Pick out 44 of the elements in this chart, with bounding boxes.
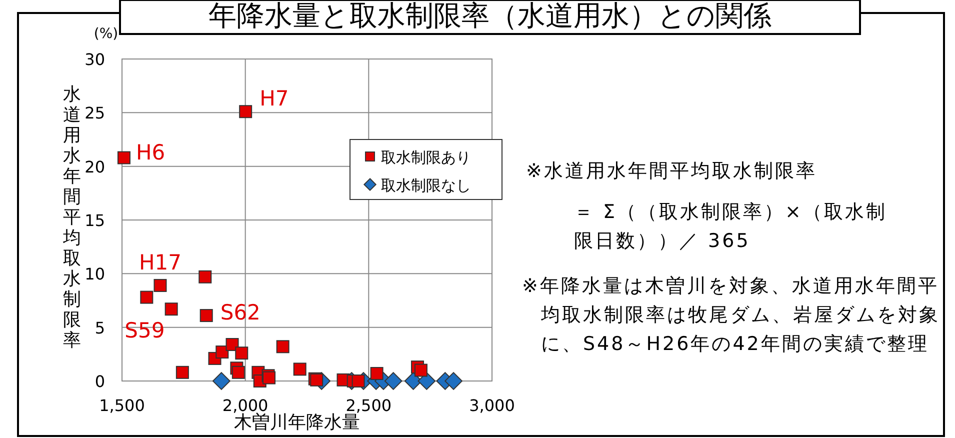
point: [140, 290, 154, 304]
point: [239, 105, 252, 118]
point: [370, 366, 384, 380]
x-tick-label: 1,500: [99, 396, 145, 415]
y-tick-label: 10: [84, 264, 105, 284]
annotation: H7: [260, 86, 289, 111]
point: [276, 340, 290, 354]
point: [384, 372, 402, 390]
point: [414, 364, 428, 377]
y-tick-label: 30: [84, 50, 105, 69]
point: [117, 151, 130, 164]
x-axis-title: 木曽川年降水量: [234, 412, 360, 433]
point: [154, 278, 167, 292]
point: [200, 309, 213, 322]
annotation: S62: [220, 300, 260, 325]
point: [216, 346, 229, 359]
y-tick-label: 15: [84, 211, 105, 230]
point: [352, 374, 365, 388]
text: ※水道用水年間平均取水制限率: [526, 159, 818, 184]
text: 水道用水年間平均取水制限率: [63, 84, 81, 351]
point: [164, 302, 178, 316]
y-tick-label: 20: [84, 157, 105, 176]
annotation: H6: [136, 140, 166, 165]
legend-label: 取水制限なし: [381, 176, 471, 194]
point: [226, 338, 239, 352]
annotation: S59: [124, 318, 165, 342]
text: ※年降水量は木曽川を対象、水道用水年間平均取水制限率は牧尾ダム、岩屋ダムを対象に、S48～H26年の42年間の実績で整理: [522, 274, 941, 357]
point: [293, 362, 306, 376]
chart-title: 年降水量と取水制限率（水道用水）との関係: [208, 0, 772, 32]
point: [235, 346, 248, 360]
x-tick-label: 3,000: [469, 396, 515, 415]
text: ＝ Σ（（取水制限率）×（取水制限日数））／ 365: [574, 200, 888, 254]
y-tick-label: 0: [94, 372, 105, 391]
y-tick-label: 5: [94, 318, 105, 338]
point: [176, 366, 189, 379]
y-tick-label: 25: [84, 104, 105, 123]
text: (%): [94, 26, 118, 42]
legend-label: 取水制限あり: [381, 148, 471, 166]
x-tick-label: 2,500: [346, 396, 392, 415]
point: [212, 372, 230, 390]
point: [444, 372, 462, 390]
point: [198, 270, 212, 284]
annotation: H17: [138, 250, 182, 274]
point: [232, 366, 245, 379]
